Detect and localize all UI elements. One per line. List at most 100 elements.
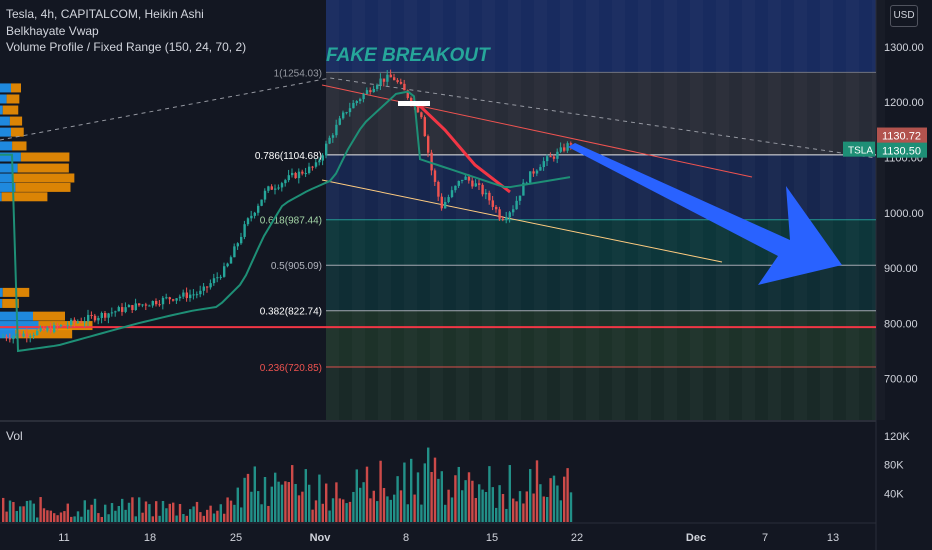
candle [440, 196, 443, 209]
volume-bar [42, 508, 46, 522]
support-line [321, 179, 723, 263]
last-price-box [877, 142, 927, 158]
candle [270, 186, 273, 190]
candle [46, 327, 49, 331]
candle [447, 197, 450, 203]
candle [396, 80, 399, 82]
candle [277, 187, 280, 189]
candle [240, 236, 243, 244]
volume-bar [328, 510, 331, 522]
volume-bar [345, 503, 348, 522]
volume-bar [423, 463, 426, 522]
volume-bar [155, 501, 158, 522]
legend-symbol[interactable]: Tesla, 4h, CAPITALCOM, Heikin Ashi [6, 7, 204, 21]
volume-bar [233, 504, 236, 522]
fib-label: 0.786(1104.68) [255, 151, 322, 162]
volume-bar [117, 506, 120, 522]
candle [563, 147, 566, 151]
volume-bar [532, 493, 535, 522]
volume-bar [301, 491, 304, 522]
profile-bar-up [0, 83, 11, 93]
volume-bar [212, 513, 216, 522]
volume-bar [243, 477, 246, 522]
volume-bar [206, 509, 209, 522]
candle [495, 206, 498, 210]
volume-bar [382, 488, 386, 522]
volume-bar [270, 486, 273, 522]
candle [348, 108, 352, 113]
volume-bar [148, 504, 151, 522]
candle [172, 299, 175, 301]
volume-bar [529, 469, 532, 522]
profile-bar-up [0, 163, 18, 173]
price-tick: 1300.00 [884, 42, 924, 54]
volume-bar [138, 497, 141, 522]
forecast-arrow [568, 143, 842, 285]
time-tick: Nov [310, 532, 332, 544]
candle [498, 209, 501, 219]
candle [389, 74, 392, 78]
volume-bar [260, 504, 263, 522]
currency-button[interactable]: USD [890, 5, 918, 27]
volume-bar [321, 503, 324, 522]
volume-bar [246, 473, 250, 522]
time-stripe [534, 0, 547, 420]
volume-bar [100, 516, 103, 522]
volume-bar [444, 504, 447, 522]
candle [127, 305, 131, 308]
volume-bar [267, 505, 270, 522]
candle [444, 202, 447, 209]
volume-bar [386, 496, 389, 522]
fib-band [326, 367, 876, 420]
volume-bar [522, 503, 525, 522]
candle [406, 90, 409, 98]
volume-bar [413, 494, 416, 522]
volume-bar [474, 498, 477, 522]
candle [66, 324, 69, 326]
volume-bar [311, 509, 314, 522]
legend-vwap[interactable]: Belkhayate Vwap [6, 23, 99, 38]
candle [32, 335, 35, 337]
candle [189, 294, 192, 299]
volume-bar [19, 506, 22, 522]
candle [168, 297, 171, 300]
candle [19, 333, 22, 337]
candle [124, 307, 127, 312]
legend-volume-profile[interactable]: Volume Profile / Fixed Range (150, 24, 7… [6, 40, 247, 54]
candle [63, 324, 66, 326]
candle [416, 104, 420, 113]
volume-bar [151, 516, 154, 522]
candle [76, 321, 80, 323]
swing-high-marker [398, 101, 430, 106]
candle [433, 170, 437, 182]
volume-bar [484, 491, 488, 522]
candle [42, 327, 46, 331]
time-tick: 18 [144, 532, 156, 544]
profile-bar-down [15, 329, 73, 339]
volume-bar [461, 490, 464, 522]
volume-bar [90, 504, 93, 522]
candle [212, 278, 216, 284]
fib-band [326, 154, 876, 220]
volume-bar [32, 503, 35, 522]
candle [529, 171, 532, 183]
volume-bar [274, 472, 277, 522]
candle [263, 190, 267, 200]
candle [481, 184, 484, 195]
candle [36, 330, 39, 336]
volume-bar [185, 515, 188, 522]
candle [223, 266, 226, 277]
time-stripe [612, 0, 625, 420]
candle [338, 118, 341, 125]
candle [257, 205, 260, 213]
volume-bar [464, 480, 467, 522]
volume-bar [2, 497, 5, 522]
volume-bar [427, 447, 430, 522]
volume-bar [406, 504, 409, 522]
profile-bar-down [12, 141, 27, 151]
candle [155, 300, 158, 305]
candle [427, 136, 430, 153]
candle [552, 156, 556, 159]
volume-bar [559, 500, 562, 522]
